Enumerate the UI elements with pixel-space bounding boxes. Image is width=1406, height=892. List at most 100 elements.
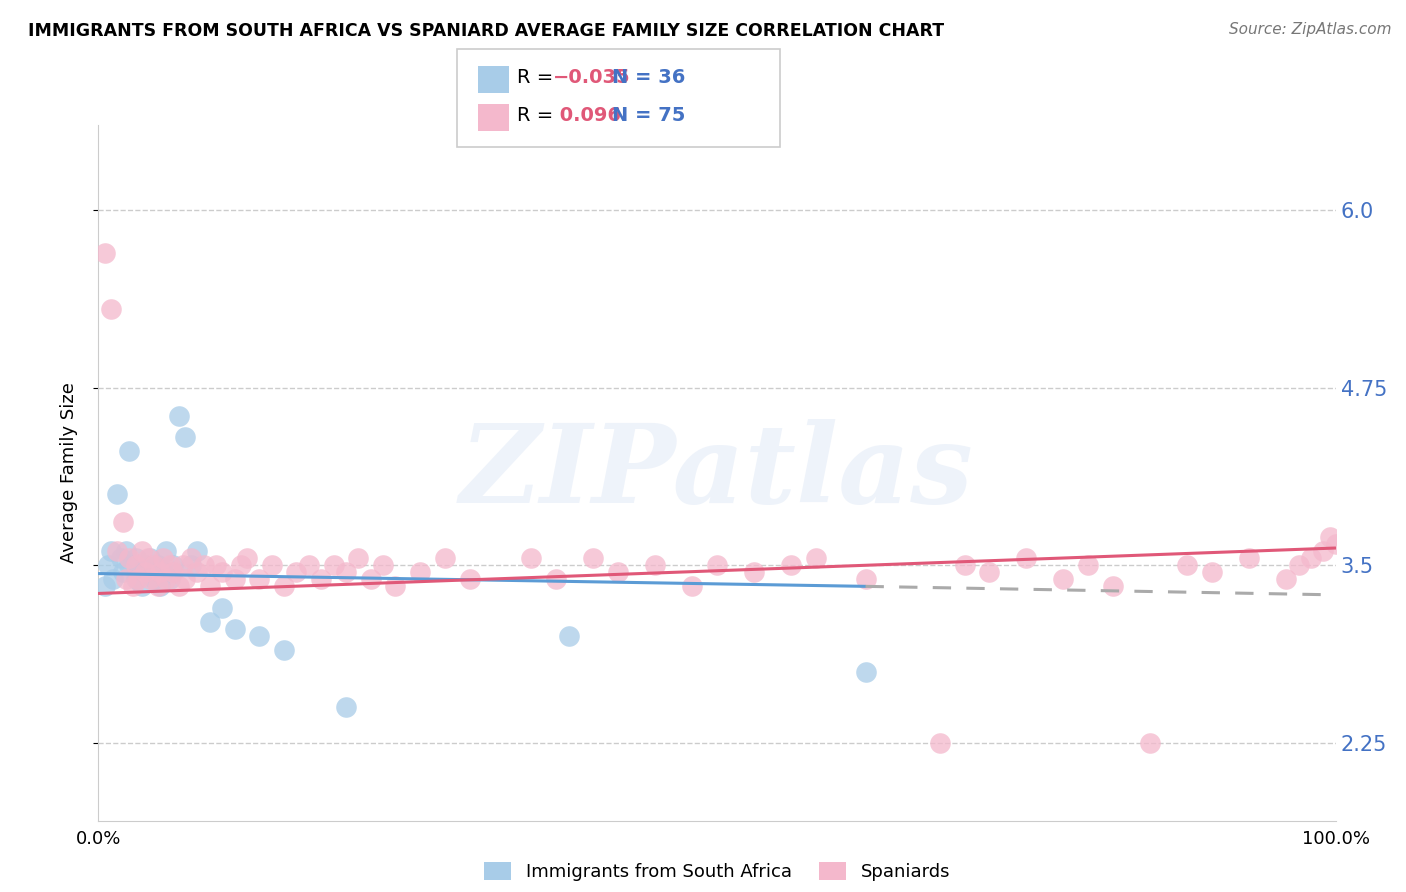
Point (706, 558, 728, 572)
Point (371, 558, 394, 572)
Point (309, 572, 332, 586)
Point (928, 735, 950, 749)
Point (546, 572, 568, 586)
Point (285, 565, 308, 579)
Point (742, 565, 765, 579)
Point (186, 544, 208, 558)
Point (143, 572, 166, 586)
Point (229, 558, 252, 572)
Text: N = 36: N = 36 (612, 68, 685, 87)
Point (124, 572, 146, 586)
Point (155, 544, 177, 558)
Point (131, 544, 153, 558)
Point (1077, 558, 1099, 572)
Point (110, 551, 132, 566)
Point (152, 551, 174, 566)
Point (105, 544, 128, 558)
Point (1102, 579, 1125, 593)
Point (134, 558, 156, 572)
Point (1312, 544, 1334, 558)
Point (172, 558, 194, 572)
Point (97, 558, 120, 572)
Point (273, 643, 295, 657)
Point (409, 565, 432, 579)
Text: R =: R = (517, 68, 560, 87)
Point (149, 579, 172, 593)
Point (433, 551, 456, 566)
Point (1299, 551, 1322, 566)
Point (118, 551, 141, 566)
Point (1201, 565, 1223, 579)
Point (136, 551, 159, 566)
Point (224, 572, 246, 586)
Point (384, 579, 406, 593)
Point (131, 579, 153, 593)
Legend: Immigrants from South Africa, Spaniards: Immigrants from South Africa, Spaniards (477, 855, 957, 888)
Point (260, 558, 283, 572)
Point (322, 558, 344, 572)
Y-axis label: Average Family Size: Average Family Size (59, 383, 77, 563)
Point (273, 579, 295, 593)
Point (198, 615, 221, 629)
Point (1319, 530, 1341, 544)
Point (953, 558, 976, 572)
Point (159, 558, 181, 572)
Point (607, 565, 630, 579)
Point (93, 245, 115, 260)
Point (139, 551, 162, 566)
Point (247, 629, 270, 643)
Point (146, 558, 169, 572)
Point (112, 565, 135, 579)
Point (211, 565, 233, 579)
Point (146, 579, 169, 593)
Point (124, 551, 146, 566)
Point (159, 572, 181, 586)
Point (112, 516, 135, 530)
Point (136, 565, 159, 579)
Point (186, 565, 208, 579)
Point (298, 558, 321, 572)
Point (143, 558, 166, 572)
Text: −0.035: −0.035 (553, 68, 630, 87)
Point (211, 600, 233, 615)
Point (149, 565, 172, 579)
Point (1052, 572, 1074, 586)
Point (335, 565, 357, 579)
Point (520, 551, 543, 566)
Point (780, 558, 803, 572)
Point (247, 572, 270, 586)
Point (162, 558, 184, 572)
Point (458, 572, 481, 586)
Point (855, 572, 877, 586)
Point (167, 409, 190, 423)
Point (205, 558, 228, 572)
Point (236, 551, 259, 566)
Text: ZIPatlas: ZIPatlas (460, 419, 974, 526)
Point (118, 558, 141, 572)
Point (804, 551, 827, 566)
Point (1139, 735, 1161, 749)
Text: N = 75: N = 75 (612, 106, 685, 126)
Point (681, 579, 703, 593)
Point (855, 665, 877, 679)
Point (100, 544, 122, 558)
Point (122, 579, 145, 593)
Point (114, 572, 136, 586)
Point (152, 565, 174, 579)
Point (174, 430, 197, 444)
Text: Source: ZipAtlas.com: Source: ZipAtlas.com (1229, 22, 1392, 37)
Point (180, 558, 202, 572)
Point (347, 551, 370, 566)
Point (162, 565, 184, 579)
Point (127, 565, 149, 579)
Point (134, 565, 156, 579)
Point (114, 544, 136, 558)
Point (118, 444, 141, 458)
Text: R =: R = (517, 106, 560, 126)
Point (1237, 551, 1260, 566)
Point (93, 579, 115, 593)
Text: 0.096: 0.096 (553, 106, 620, 126)
Point (979, 565, 1001, 579)
Point (155, 572, 177, 586)
Point (180, 551, 202, 566)
